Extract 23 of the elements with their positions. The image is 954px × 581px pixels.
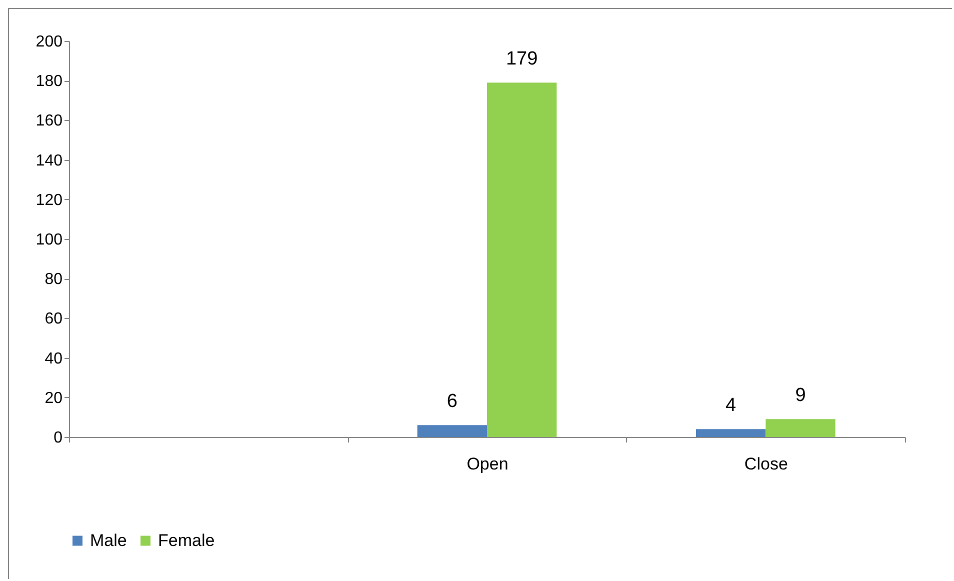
y-tick-label: 80 [44, 271, 63, 288]
y-tick-label: 160 [36, 112, 63, 130]
bar [417, 425, 487, 437]
y-tick-label: 100 [36, 232, 63, 248]
y-tick-label: 120 [36, 192, 63, 209]
legend-label: Male [90, 530, 127, 550]
bar [766, 419, 836, 437]
bar [487, 82, 557, 437]
data-label: 179 [506, 48, 538, 70]
data-label: 6 [446, 391, 458, 412]
data-label: 4 [726, 395, 737, 416]
data-label: 9 [795, 385, 806, 406]
y-tick-label: 140 [36, 152, 63, 170]
y-tick-label: 200 [36, 34, 63, 50]
y-tick-label: 20 [44, 390, 63, 407]
bar [696, 429, 766, 437]
y-tick-label: 40 [44, 350, 63, 368]
legend-label: Female [158, 530, 215, 550]
x-tick-label: Open [466, 454, 508, 474]
x-tick-label: Close [744, 454, 788, 474]
y-tick-label: 60 [44, 310, 63, 328]
y-tick-label: 0 [54, 430, 63, 446]
y-tick-label: 180 [36, 73, 63, 90]
